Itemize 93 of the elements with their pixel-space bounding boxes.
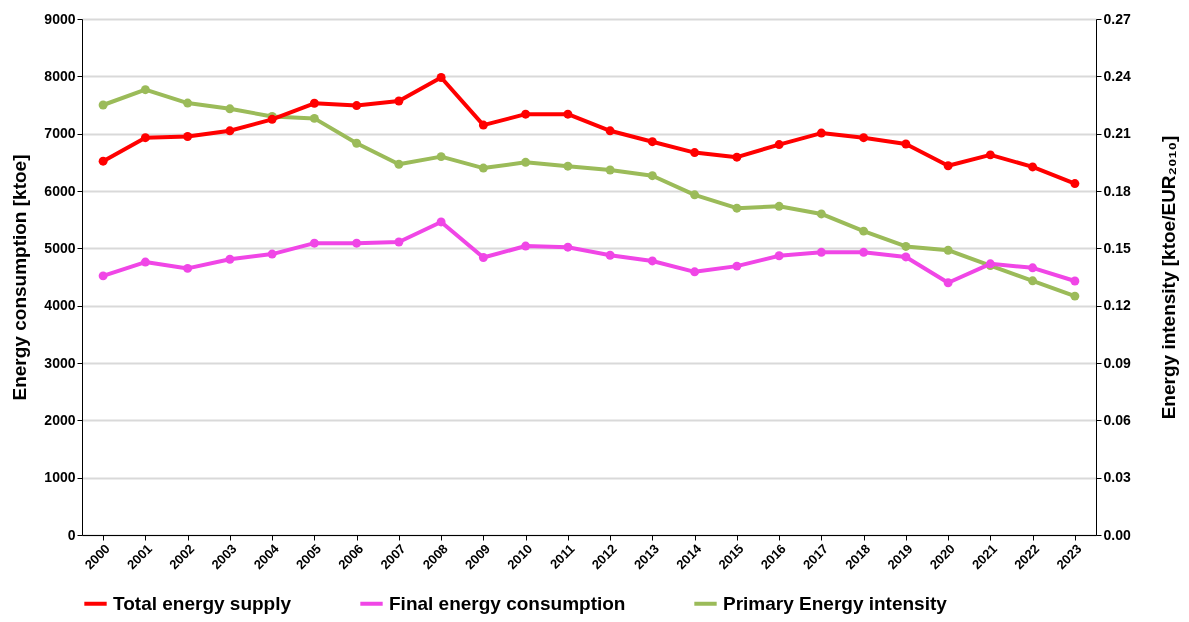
point <box>859 247 869 257</box>
point <box>309 238 319 248</box>
point <box>394 237 404 247</box>
point <box>774 251 784 261</box>
y2-tick-label: 0.21 <box>1103 125 1131 142</box>
point <box>647 171 657 181</box>
y2-tick-label: 0.09 <box>1103 354 1131 371</box>
y2-axis-title: Energy intensity [ktoe/EUR₂₀₁₀] <box>1157 135 1179 420</box>
point <box>943 278 953 288</box>
point <box>563 161 573 171</box>
y-tick-label: 0 <box>67 526 76 543</box>
point <box>352 138 362 148</box>
point <box>985 150 995 160</box>
legend-label: Total energy supply <box>113 592 292 614</box>
point <box>1028 276 1038 286</box>
y2-tick-label: 0.06 <box>1103 411 1131 428</box>
y-axis-title: Energy consumption [ktoe] <box>9 154 31 401</box>
point <box>394 96 404 106</box>
point <box>478 253 488 262</box>
y-tick-label: 1000 <box>44 469 76 486</box>
point <box>774 140 784 150</box>
point <box>816 128 826 138</box>
point <box>901 241 911 251</box>
point <box>1070 179 1080 189</box>
point <box>732 203 742 213</box>
point <box>605 126 615 136</box>
point <box>436 152 446 162</box>
point <box>1028 162 1038 172</box>
y-tick-label: 7000 <box>44 125 76 142</box>
point <box>816 247 826 257</box>
point <box>563 242 573 252</box>
point <box>521 109 531 119</box>
y2-tick-label: 0.24 <box>1103 67 1131 84</box>
point <box>309 113 319 123</box>
point <box>816 209 826 219</box>
point <box>647 137 657 147</box>
y2-tick-label: 0.03 <box>1103 469 1131 486</box>
point <box>1070 276 1080 286</box>
point <box>140 85 150 95</box>
point <box>647 256 657 266</box>
point <box>563 109 573 119</box>
y-tick-label: 4000 <box>44 297 76 314</box>
point <box>732 152 742 162</box>
point <box>521 157 531 167</box>
point <box>901 139 911 149</box>
point <box>183 98 193 108</box>
point <box>859 133 869 143</box>
point <box>98 156 108 166</box>
point <box>605 165 615 175</box>
y-tick-label: 8000 <box>44 67 76 84</box>
point <box>690 267 700 277</box>
point <box>225 104 235 114</box>
point <box>690 148 700 158</box>
legend-label: Final energy consumption <box>389 592 626 614</box>
point <box>1070 291 1080 301</box>
y2-tick-label: 0.27 <box>1103 10 1131 27</box>
point <box>521 241 531 251</box>
point <box>943 245 953 255</box>
point <box>690 190 700 200</box>
point <box>352 238 362 248</box>
point <box>436 217 446 227</box>
point <box>436 73 446 82</box>
point <box>605 250 615 260</box>
point <box>774 201 784 211</box>
point <box>394 159 404 169</box>
point <box>943 161 953 171</box>
y-tick-label: 3000 <box>44 354 76 371</box>
point <box>225 126 235 136</box>
point <box>140 133 150 143</box>
point <box>140 257 150 267</box>
y-tick-label: 5000 <box>44 239 76 256</box>
point <box>478 120 488 130</box>
legend-label: Primary Energy intensity <box>723 592 948 614</box>
point <box>183 132 193 141</box>
point <box>732 261 742 271</box>
point <box>352 101 362 111</box>
y-tick-label: 9000 <box>44 10 76 27</box>
point <box>901 252 911 262</box>
point <box>225 254 235 264</box>
y-tick-label: 6000 <box>44 182 76 199</box>
point <box>98 100 108 110</box>
y2-tick-label: 0.12 <box>1103 297 1131 314</box>
point <box>859 226 869 236</box>
point <box>478 163 488 173</box>
y-tick-label: 2000 <box>44 411 76 428</box>
y2-tick-label: 0.00 <box>1103 526 1131 543</box>
y2-tick-label: 0.15 <box>1103 239 1131 256</box>
point <box>183 263 193 273</box>
point <box>267 249 277 259</box>
y2-tick-label: 0.18 <box>1103 182 1131 199</box>
point <box>1028 263 1038 273</box>
point <box>309 98 319 108</box>
point <box>98 271 108 281</box>
